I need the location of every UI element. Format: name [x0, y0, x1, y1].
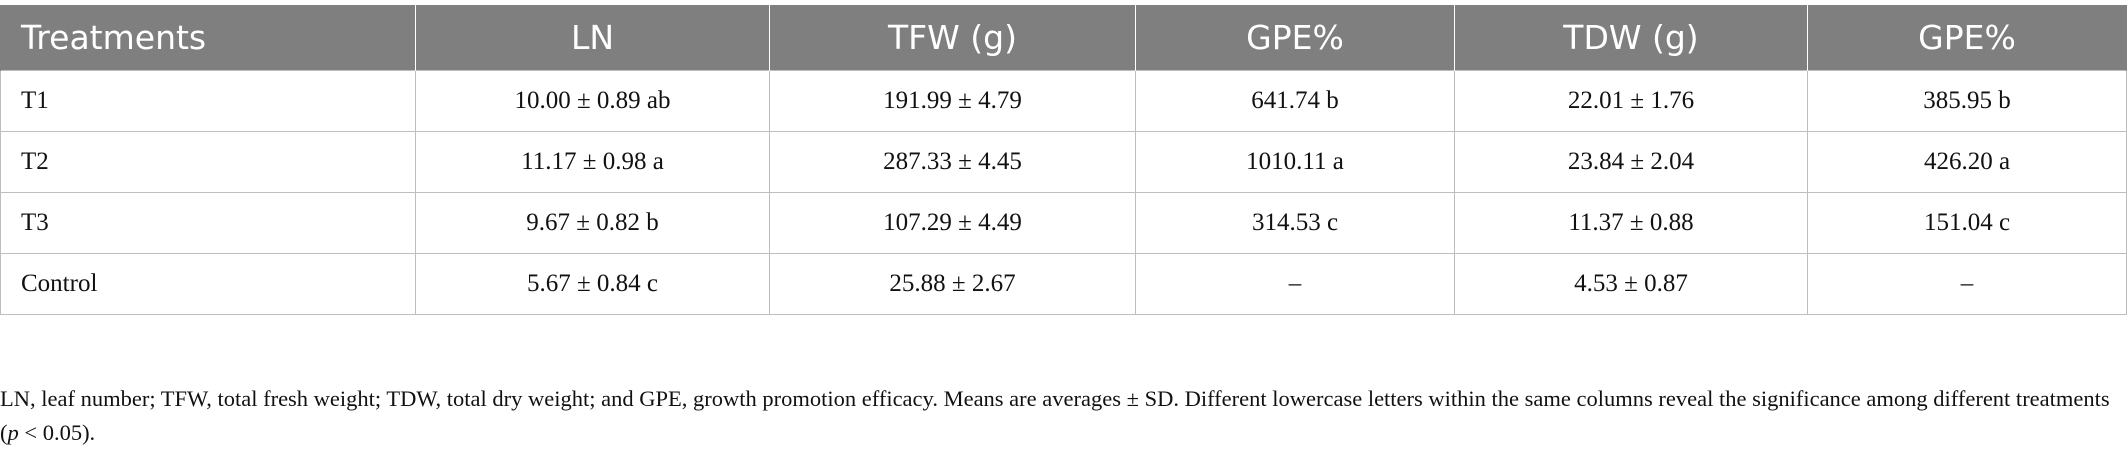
header-ln: LN: [415, 5, 770, 70]
cell-treatment: T3: [0, 191, 416, 254]
table-row-t3: T3 9.67 ± 0.82 b 107.29 ± 4.49 314.53 c …: [0, 191, 2127, 254]
cell-tfw: 191.99 ± 4.79: [769, 69, 1136, 132]
cell-gpe-fresh: 314.53 c: [1135, 191, 1455, 254]
table-header-row: Treatments LN TFW (g) GPE% TDW (g) GPE%: [0, 5, 2127, 70]
table-row-t1: T1 10.00 ± 0.89 ab 191.99 ± 4.79 641.74 …: [0, 69, 2127, 132]
header-tdw: TDW (g): [1454, 5, 1808, 70]
cell-gpe-dry: 151.04 c: [1807, 191, 2127, 254]
cell-ln: 11.17 ± 0.98 a: [415, 130, 770, 193]
cell-tdw: 4.53 ± 0.87: [1454, 252, 1808, 315]
table-row-t2: T2 11.17 ± 0.98 a 287.33 ± 4.45 1010.11 …: [0, 130, 2127, 193]
p-value-symbol: p: [7, 420, 19, 445]
cell-ln: 9.67 ± 0.82 b: [415, 191, 770, 254]
cell-treatment: T1: [0, 69, 416, 132]
cell-tdw: 11.37 ± 0.88: [1454, 191, 1808, 254]
cell-gpe-dry: 385.95 b: [1807, 69, 2127, 132]
cell-gpe-fresh: 1010.11 a: [1135, 130, 1455, 193]
footnote-text-end: < 0.05).: [18, 420, 96, 445]
cell-tdw: 23.84 ± 2.04: [1454, 130, 1808, 193]
footnote-text: LN, leaf number; TFW, total fresh weight…: [0, 386, 2110, 445]
cell-treatment: Control: [0, 252, 416, 315]
cell-treatment: T2: [0, 130, 416, 193]
cell-ln: 10.00 ± 0.89 ab: [415, 69, 770, 132]
table-footnote: LN, leaf number; TFW, total fresh weight…: [0, 382, 2110, 450]
header-tfw: TFW (g): [769, 5, 1136, 70]
table-row-control: Control 5.67 ± 0.84 c 25.88 ± 2.67 – 4.5…: [0, 252, 2127, 315]
header-treatments: Treatments: [0, 5, 416, 70]
cell-gpe-dry: –: [1807, 252, 2127, 315]
results-table-container: Treatments LN TFW (g) GPE% TDW (g) GPE% …: [0, 5, 2127, 315]
cell-gpe-dry: 426.20 a: [1807, 130, 2127, 193]
cell-tfw: 287.33 ± 4.45: [769, 130, 1136, 193]
header-gpe-dry: GPE%: [1807, 5, 2127, 70]
cell-tfw: 107.29 ± 4.49: [769, 191, 1136, 254]
cell-tdw: 22.01 ± 1.76: [1454, 69, 1808, 132]
cell-gpe-fresh: –: [1135, 252, 1455, 315]
cell-tfw: 25.88 ± 2.67: [769, 252, 1136, 315]
footnote-paragraph: LN, leaf number; TFW, total fresh weight…: [0, 382, 2110, 450]
treatment-results-table: Treatments LN TFW (g) GPE% TDW (g) GPE% …: [0, 5, 2127, 315]
cell-ln: 5.67 ± 0.84 c: [415, 252, 770, 315]
header-gpe-fresh: GPE%: [1135, 5, 1455, 70]
cell-gpe-fresh: 641.74 b: [1135, 69, 1455, 132]
